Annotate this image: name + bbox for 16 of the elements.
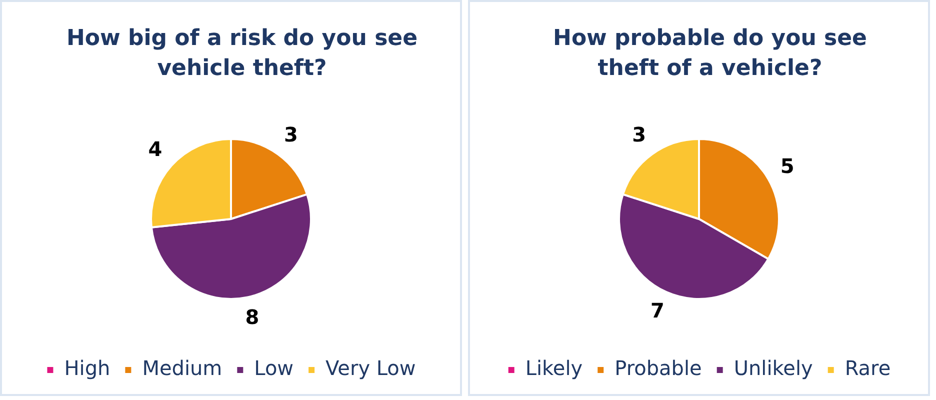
chart-title: How probable do you see theft of a vehicle? [552, 25, 868, 83]
legend-label: High [64, 356, 110, 380]
data-label: 8 [245, 304, 260, 329]
data-label: 3 [632, 122, 646, 147]
legend-label: Rare [844, 356, 891, 380]
legend-label: Probable [614, 356, 702, 380]
data-label: 3 [284, 122, 298, 147]
legend-label: Very Low [326, 356, 416, 380]
data-label: 4 [148, 136, 162, 161]
data-label: 5 [780, 154, 794, 178]
legend-label: Low [254, 356, 294, 380]
data-label: 7 [650, 298, 664, 322]
legend-label: Medium [142, 356, 222, 380]
legend-label: Unlikely [734, 356, 814, 380]
chart-title: How big of a risk do you see vehicle theft? [65, 25, 419, 83]
legend-label: Likely [525, 356, 583, 380]
